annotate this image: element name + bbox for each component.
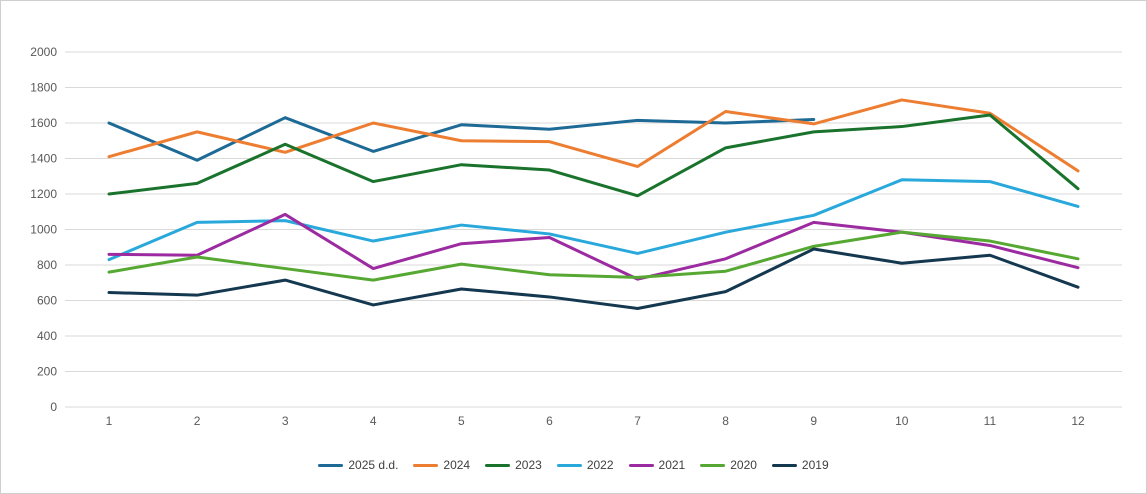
x-tick-label: 8	[722, 414, 729, 428]
y-tick-label: 600	[37, 294, 57, 308]
x-tick-label: 10	[895, 414, 909, 428]
legend-item-2020[interactable]: 2020	[700, 459, 757, 471]
series-line-2022	[107, 178, 1080, 262]
x-tick-label: 2	[194, 414, 201, 428]
y-tick-label: 400	[37, 329, 57, 343]
legend-item-2019[interactable]: 2019	[771, 458, 829, 472]
legend-item-2021[interactable]: 2021	[628, 458, 686, 472]
legend-swatch-icon	[318, 463, 344, 467]
series-line-2023	[107, 113, 1080, 198]
x-tick-label: 12	[1071, 414, 1085, 428]
legend-swatch-icon	[413, 463, 439, 467]
legend-label: 2021	[658, 458, 686, 472]
x-tick-label: 4	[370, 414, 377, 428]
y-tick-label: 200	[37, 365, 57, 379]
series-line-2021	[107, 212, 1080, 281]
x-tick-label: 1	[106, 414, 113, 428]
legend-item-2024[interactable]: 2024	[413, 459, 470, 471]
legend-swatch-icon	[628, 463, 654, 467]
legend-swatch-icon	[485, 463, 511, 467]
legend-label: 2025 d.d.	[348, 458, 399, 472]
legend-item-2025-d-d-[interactable]: 2025 d.d.	[318, 459, 398, 471]
y-tick-label: 800	[37, 258, 57, 272]
x-tick-label: 11	[984, 414, 997, 428]
legend-label: 2019	[801, 458, 829, 472]
series-line-2024	[107, 98, 1080, 173]
y-tick-label: 1000	[30, 223, 57, 237]
y-tick-label: 1400	[30, 152, 57, 166]
y-tick-label: 1800	[30, 81, 57, 95]
series-line-2020	[107, 230, 1080, 282]
legend-item-2022[interactable]: 2022	[556, 458, 614, 472]
legend-label: 2022	[586, 458, 614, 472]
legend-swatch-icon	[700, 463, 726, 467]
legend-label: 2024	[443, 458, 471, 472]
y-tick-label: 0	[50, 400, 57, 414]
series-line-2019	[107, 247, 1080, 310]
x-tick-label: 3	[282, 414, 289, 428]
x-tick-label: 7	[634, 414, 641, 428]
x-tick-label: 9	[810, 414, 817, 428]
x-tick-label: 5	[458, 414, 465, 428]
legend-swatch-icon	[556, 463, 582, 467]
series-line-2025-d-d-	[107, 116, 816, 162]
legend-item-2023[interactable]: 2023	[485, 459, 542, 471]
legend-label: 2023	[515, 458, 542, 472]
legend-label: 2020	[730, 458, 757, 472]
chart-legend: 2025 d.d. 2024 2023 2022 2021 2020 2019	[1, 459, 1146, 471]
legend-swatch-icon	[771, 463, 797, 467]
y-tick-label: 1200	[30, 187, 57, 201]
y-tick-label: 2000	[30, 45, 57, 59]
y-tick-label: 1600	[30, 116, 57, 130]
x-tick-label: 6	[546, 414, 553, 428]
